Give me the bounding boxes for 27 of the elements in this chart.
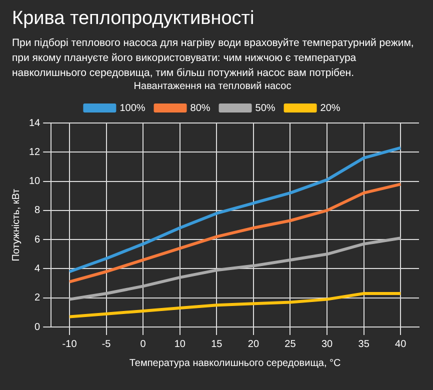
legend-label: 80% xyxy=(190,102,210,114)
x-tick-label: 15 xyxy=(211,338,223,350)
y-tick-label: 2 xyxy=(34,292,41,304)
y-tick-label: 10 xyxy=(29,176,41,188)
y-tick-label: 4 xyxy=(34,263,41,274)
x-tick-label: 25 xyxy=(284,338,296,350)
x-tick-label: 40 xyxy=(395,338,407,350)
legend-label: 100% xyxy=(120,102,146,114)
y-tick-label: 12 xyxy=(29,146,41,158)
chart-subtitle: При підборі теплового насоса для нагріву води враховуйте температурний режим, при якому плануєте його використовувати: чим нижчою є температура навколишнього середовища, тим більш потужний насос вам потрібен. xyxy=(12,36,415,81)
x-tick-label: 20 xyxy=(248,338,260,350)
y-tick-label: 0 xyxy=(34,322,41,333)
y-tick-label: 14 xyxy=(29,118,41,129)
x-axis-title: Температура навколишнього середовища, °C xyxy=(129,358,341,369)
x-tick-label: -10 xyxy=(62,338,78,350)
legend-label: 50% xyxy=(255,102,276,114)
x-tick-label: 35 xyxy=(358,338,370,350)
legend-label: 20% xyxy=(320,102,340,114)
y-tick-label: 6 xyxy=(34,234,41,246)
y-tick-label: 8 xyxy=(34,205,41,216)
x-tick-label: -5 xyxy=(102,338,112,350)
y-axis-title: Потужність, кВт xyxy=(10,188,22,262)
x-tick-label: 10 xyxy=(174,338,186,350)
chart-title: Крива теплопродуктивності xyxy=(11,7,256,30)
x-tick-label: 0 xyxy=(140,338,146,350)
x-tick-label: 30 xyxy=(321,338,334,350)
legend-title: Навантаження на тепловий насос xyxy=(134,80,292,92)
